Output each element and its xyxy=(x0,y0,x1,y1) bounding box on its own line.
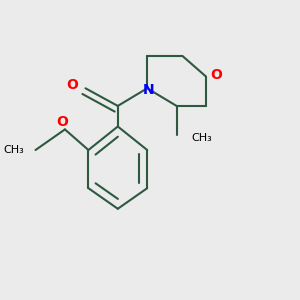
Text: O: O xyxy=(210,68,222,82)
Text: N: N xyxy=(142,83,154,97)
Text: O: O xyxy=(66,78,78,92)
Text: CH₃: CH₃ xyxy=(3,145,24,155)
Text: O: O xyxy=(56,115,68,129)
Text: CH₃: CH₃ xyxy=(191,133,212,143)
